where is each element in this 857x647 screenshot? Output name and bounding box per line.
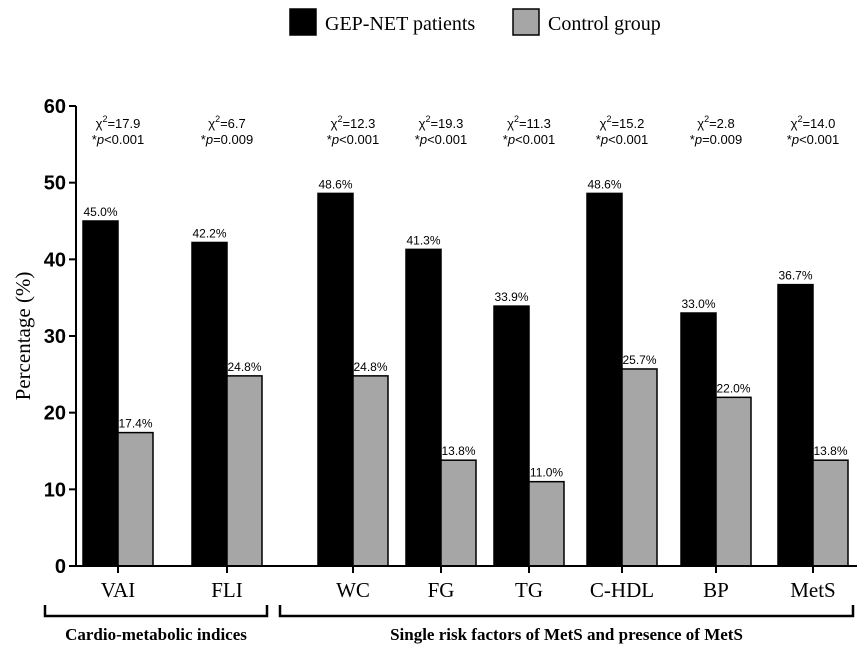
bar-value-labels: 45.0% 17.4% 42.2% 24.8% 48.6% 24.8% 41.3% 13.8%… — [83, 177, 847, 479]
bar-patients — [777, 283, 814, 567]
p-value-label: *p<0.001 — [327, 132, 379, 147]
bar-control — [117, 431, 154, 567]
bar-value-label: 24.8% — [353, 360, 387, 374]
y-tick-label: 20 — [44, 403, 66, 425]
y-tick-label: 60 — [44, 96, 66, 118]
y-axis-title: Percentage (%) — [11, 272, 35, 401]
y-tick-label: 10 — [44, 479, 66, 501]
x-tick-label: MetS — [790, 578, 836, 602]
bar-value-label: 25.7% — [622, 353, 656, 367]
bar-patients — [493, 305, 530, 567]
p-value-label: *p=0.009 — [690, 132, 742, 147]
bar-control — [440, 459, 477, 567]
x-tick-label: BP — [703, 578, 729, 602]
bar-value-label: 36.7% — [778, 269, 812, 283]
bar-patients — [586, 192, 623, 567]
group-label: Single risk factors of MetS and presence… — [390, 625, 743, 644]
chi-square-label: χ2=12.3 — [331, 114, 376, 131]
y-tick-label: 30 — [44, 326, 66, 348]
bar-patients — [680, 312, 717, 567]
x-tick-label: C-HDL — [590, 578, 654, 602]
group-brackets: Cardio-metabolic indices Single risk fact… — [43, 605, 855, 644]
bar-patients — [317, 192, 354, 567]
bar-value-label: 45.0% — [83, 205, 117, 219]
chi-square-label: χ2=17.9 — [96, 114, 141, 131]
bar-value-label: 22.0% — [716, 381, 750, 395]
x-tick-label: FLI — [211, 578, 243, 602]
p-value-label: *p<0.001 — [787, 132, 839, 147]
bar-value-label: 24.8% — [227, 360, 261, 374]
bar-value-label: 33.9% — [494, 290, 528, 304]
chi-square-label: χ2=6.7 — [208, 114, 246, 131]
bar-patients — [191, 241, 228, 567]
x-axis: VAI FLI WC FG TG C-HDL BP MetS — [76, 565, 857, 602]
y-tick-label: 40 — [44, 249, 66, 271]
p-value-label: *p<0.001 — [92, 132, 144, 147]
p-value-label: *p=0.009 — [201, 132, 253, 147]
y-tick-label: 0 — [55, 556, 66, 578]
legend-swatch — [289, 8, 317, 36]
legend-swatch — [512, 8, 540, 36]
bar-value-label: 13.8% — [813, 444, 847, 458]
chi-square-label: χ2=15.2 — [600, 114, 645, 131]
p-value-label: *p<0.001 — [596, 132, 648, 147]
legend: GEP-NET patients Control group — [289, 8, 661, 36]
p-value-label: *p<0.001 — [415, 132, 467, 147]
legend-label: GEP-NET patients — [325, 13, 475, 35]
chi-square-label: χ2=19.3 — [419, 114, 464, 131]
chi-square-label: χ2=11.3 — [507, 114, 551, 131]
bar-value-label: 17.4% — [118, 417, 152, 431]
bar-control — [352, 375, 389, 567]
bar-control — [528, 480, 565, 567]
bar-value-label: 48.6% — [587, 177, 621, 191]
bar-value-label: 41.3% — [406, 233, 440, 247]
x-tick-label: VAI — [101, 578, 136, 602]
bar-value-label: 11.0% — [530, 466, 563, 480]
y-axis: 0 10 20 30 40 50 60 Percentage (%) — [11, 96, 77, 578]
bar-value-label: 13.8% — [441, 444, 475, 458]
chi-square-label: χ2=2.8 — [697, 114, 735, 131]
group-bracket — [278, 605, 855, 618]
bar-value-label: 48.6% — [318, 177, 352, 191]
bar-value-label: 42.2% — [192, 226, 226, 240]
x-tick-label: TG — [515, 578, 543, 602]
group-label: Cardio-metabolic indices — [65, 625, 247, 644]
bar-control — [812, 459, 849, 567]
bar-value-label: 33.0% — [681, 297, 715, 311]
group-bracket — [43, 605, 269, 618]
chi-square-label: χ2=14.0 — [791, 114, 836, 131]
bars — [82, 192, 849, 567]
bar-control — [226, 375, 263, 567]
bar-control — [715, 396, 752, 567]
x-tick-label: WC — [336, 578, 370, 602]
legend-label: Control group — [548, 13, 661, 35]
p-value-label: *p<0.001 — [503, 132, 555, 147]
x-tick-label: FG — [428, 578, 455, 602]
bar-patients — [405, 248, 442, 567]
y-tick-label: 50 — [44, 173, 66, 195]
bar-patients — [82, 220, 119, 567]
significance-annotations: χ2=17.9*p<0.001χ2=6.7*p=0.009χ2=12.3*p<0… — [92, 114, 839, 147]
bar-control — [621, 368, 658, 567]
